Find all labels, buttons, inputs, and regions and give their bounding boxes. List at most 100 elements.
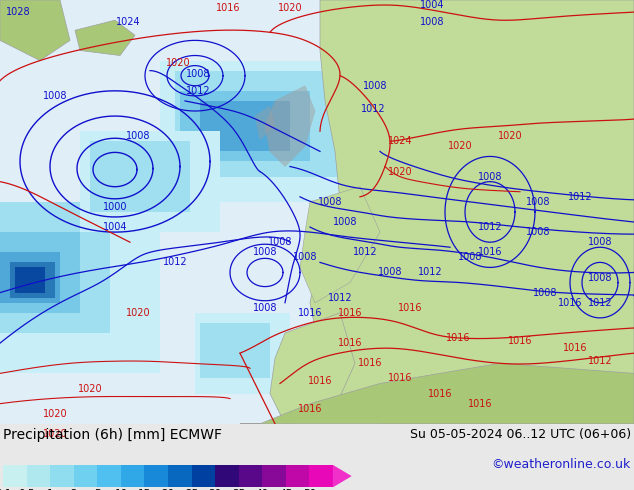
Polygon shape [333,465,352,488]
Text: 1008: 1008 [378,268,402,277]
Text: 1016: 1016 [338,308,362,318]
Text: 1004: 1004 [103,222,127,232]
Text: 1024: 1024 [115,17,140,27]
Polygon shape [200,101,290,151]
Text: 1008: 1008 [268,237,292,247]
Bar [27,465,50,488]
Polygon shape [265,86,315,167]
Text: 1012: 1012 [567,192,592,202]
Polygon shape [0,252,60,303]
Polygon shape [0,202,110,333]
Bar [262,465,286,488]
Text: 1008: 1008 [253,303,277,313]
Text: 1012: 1012 [163,257,187,268]
Text: 1008: 1008 [526,227,550,237]
Polygon shape [75,20,135,55]
Polygon shape [0,232,80,313]
Text: 1008: 1008 [126,131,150,141]
Bar [191,465,215,488]
Polygon shape [175,71,340,176]
Text: 1016: 1016 [558,298,582,308]
Text: 1008: 1008 [526,197,550,207]
Text: 1008: 1008 [42,91,67,101]
Text: 1020: 1020 [126,308,150,318]
Text: 1016: 1016 [446,333,470,343]
Bar [309,465,333,488]
Text: 1016: 1016 [478,247,502,257]
Polygon shape [580,232,634,272]
Text: 1016: 1016 [468,399,492,409]
Polygon shape [240,363,634,424]
Polygon shape [560,212,634,313]
Bar [98,465,121,488]
Text: 1020: 1020 [278,3,302,13]
Text: 1020: 1020 [42,429,67,439]
Polygon shape [200,323,270,378]
Text: 1008: 1008 [588,237,612,247]
Polygon shape [310,0,634,424]
Text: 1016: 1016 [298,308,322,318]
Text: 1016: 1016 [563,343,587,353]
Text: 1020: 1020 [78,384,102,393]
Text: 1020: 1020 [165,57,190,68]
Polygon shape [255,106,275,139]
Text: ©weatheronline.co.uk: ©weatheronline.co.uk [491,458,631,471]
Polygon shape [430,252,540,343]
Text: Su 05-05-2024 06..12 UTC (06+06): Su 05-05-2024 06..12 UTC (06+06) [410,428,631,441]
Text: 1016: 1016 [298,404,322,414]
Polygon shape [160,61,380,202]
Text: 1020: 1020 [498,131,522,141]
Text: 1012: 1012 [361,104,385,114]
Text: Precipitation (6h) [mm] ECMWF: Precipitation (6h) [mm] ECMWF [3,428,222,442]
Text: 1020: 1020 [387,167,412,176]
Text: 1008: 1008 [253,247,277,257]
Polygon shape [335,0,430,121]
Bar [145,465,168,488]
Polygon shape [570,222,634,293]
Bar [286,465,309,488]
Text: 1012: 1012 [588,298,612,308]
Text: 1016: 1016 [307,376,332,387]
Polygon shape [0,0,70,61]
Text: 1008: 1008 [458,252,482,262]
Text: 1016: 1016 [358,358,382,368]
Polygon shape [10,262,55,298]
Text: 1008: 1008 [533,288,557,297]
Text: 1016: 1016 [338,338,362,348]
Text: 1012: 1012 [186,86,210,96]
Text: 1012: 1012 [328,293,353,303]
Bar [168,465,191,488]
Polygon shape [15,268,45,293]
Polygon shape [0,0,634,424]
Polygon shape [300,187,380,303]
Bar [238,465,262,488]
Text: 1008: 1008 [318,197,342,207]
Bar [215,465,238,488]
Text: 1012: 1012 [353,247,377,257]
Text: 1012: 1012 [418,268,443,277]
Text: 1012: 1012 [588,356,612,367]
Text: 1008: 1008 [363,81,387,91]
Polygon shape [90,141,190,212]
Bar [74,465,98,488]
Text: 1008: 1008 [186,69,210,79]
Polygon shape [195,313,290,393]
Text: 1008: 1008 [588,272,612,283]
Polygon shape [440,262,520,323]
Text: 1016: 1016 [508,336,533,346]
Text: 1008: 1008 [293,252,317,262]
Text: 1016: 1016 [428,389,452,398]
Text: 1004: 1004 [420,0,444,10]
Text: 1000: 1000 [103,202,127,212]
Polygon shape [180,91,310,162]
Polygon shape [270,313,355,424]
Text: 1016: 1016 [388,373,412,384]
Polygon shape [80,131,220,232]
Polygon shape [0,202,160,373]
Text: 1012: 1012 [477,222,502,232]
Text: 1008: 1008 [478,172,502,182]
Text: 1020: 1020 [448,141,472,151]
Text: 1016: 1016 [216,3,240,13]
Text: 1016: 1016 [398,303,422,313]
Bar [3,465,27,488]
